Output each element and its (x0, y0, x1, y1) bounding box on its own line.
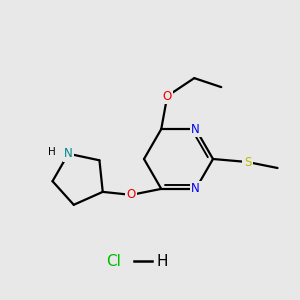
Text: O: O (163, 90, 172, 103)
Text: N: N (191, 182, 200, 195)
Text: S: S (244, 155, 251, 169)
Text: Cl: Cl (106, 254, 122, 268)
Text: N: N (191, 123, 200, 136)
Text: H: H (48, 147, 56, 157)
Text: O: O (127, 188, 136, 201)
Text: H: H (156, 254, 168, 268)
Text: N: N (64, 147, 73, 160)
